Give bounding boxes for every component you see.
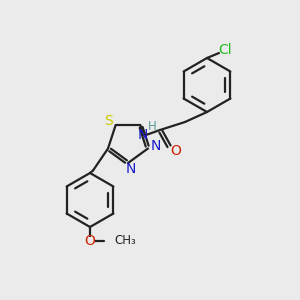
Text: CH₃: CH₃: [114, 235, 136, 248]
Text: N: N: [138, 128, 148, 142]
Text: S: S: [104, 114, 113, 128]
Text: H: H: [148, 119, 156, 133]
Text: N: N: [151, 140, 161, 154]
Text: Cl: Cl: [218, 43, 232, 57]
Text: O: O: [171, 144, 182, 158]
Text: N: N: [126, 162, 136, 176]
Text: O: O: [85, 234, 95, 248]
